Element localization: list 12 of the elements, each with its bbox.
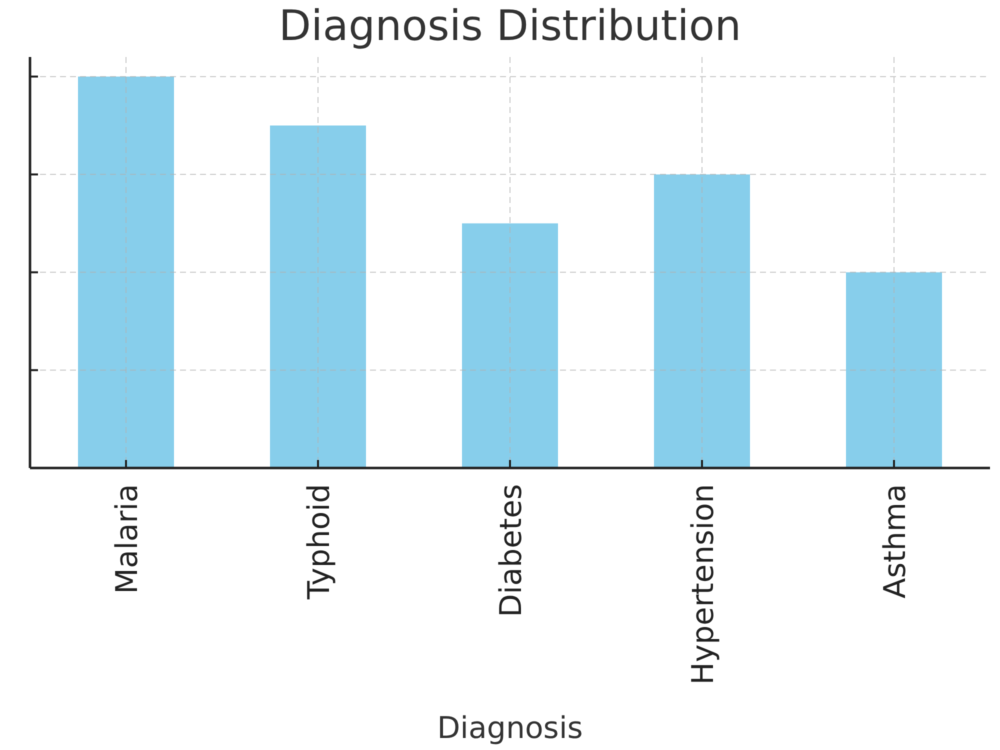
bar — [78, 76, 174, 468]
x-tick-label: Hypertension — [686, 484, 721, 685]
bar — [846, 272, 942, 468]
bar — [462, 223, 558, 468]
x-axis-title: Diagnosis — [437, 711, 583, 746]
chart-title: Diagnosis Distribution — [278, 1, 742, 50]
x-tick-label: Diabetes — [494, 484, 529, 618]
x-tick-label: Asthma — [878, 484, 913, 599]
x-tick-label: Typhoid — [302, 484, 337, 600]
bar — [270, 126, 366, 468]
x-tick-label: Malaria — [110, 484, 145, 594]
bar — [654, 174, 750, 468]
